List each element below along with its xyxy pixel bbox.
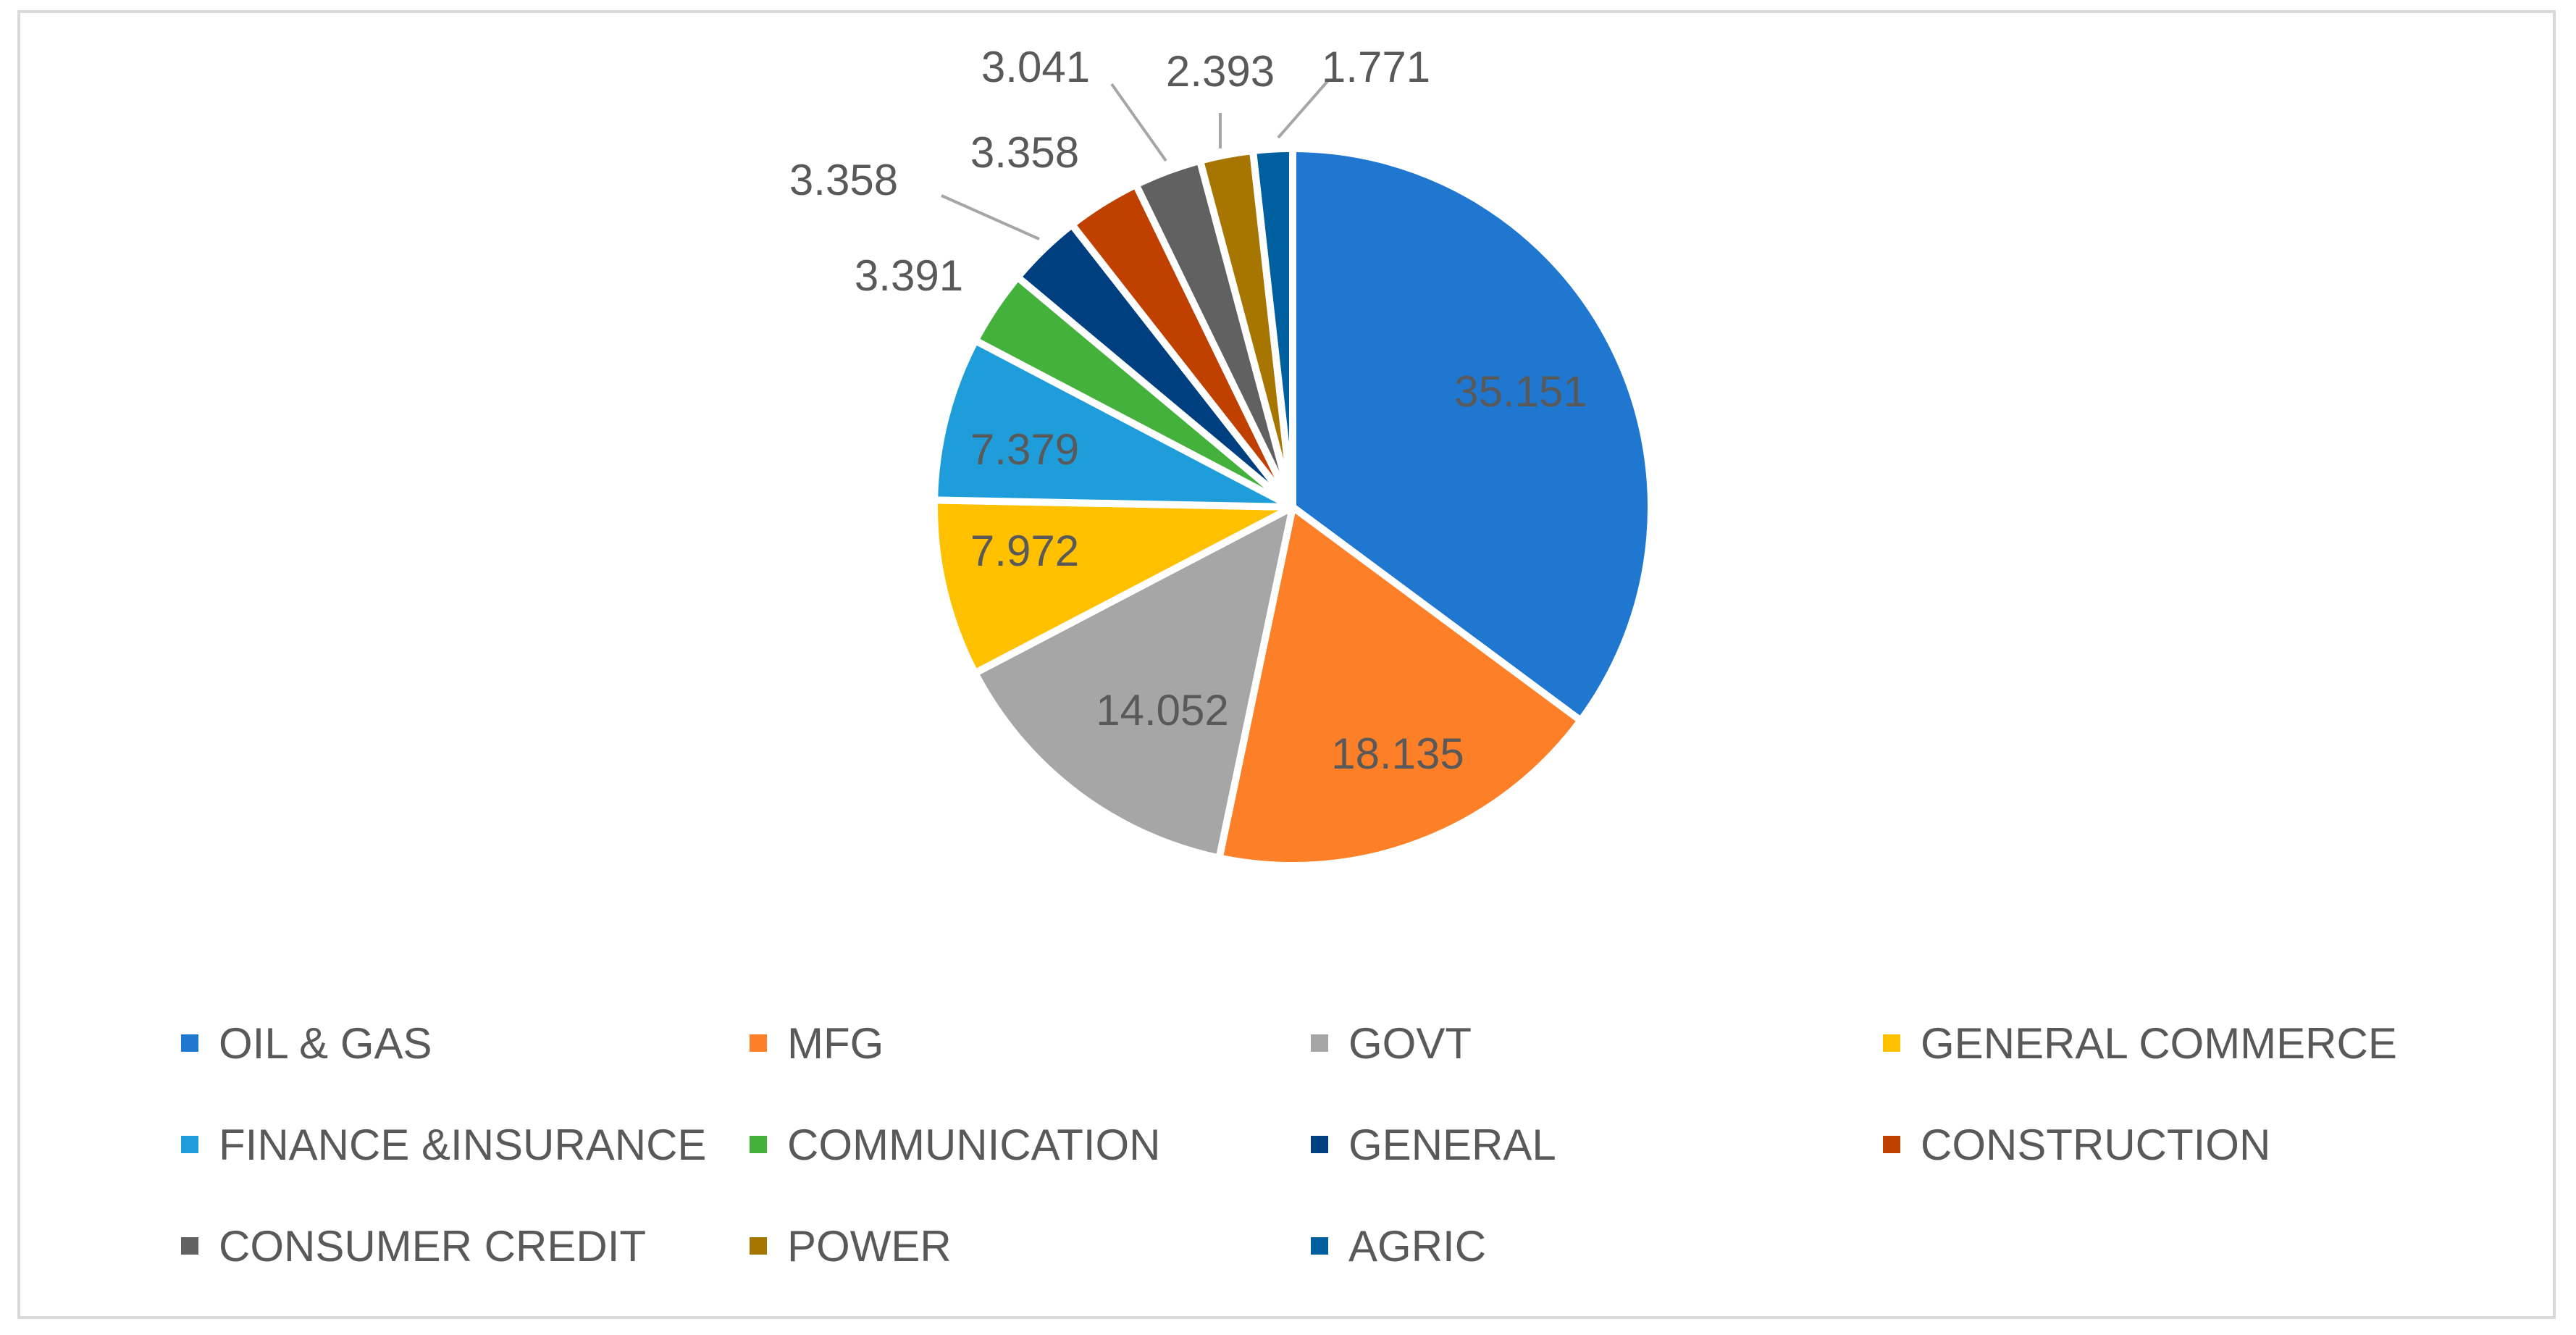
leader-line-consumer-credit <box>1110 83 1167 162</box>
pie-slice-finance-andinsurance <box>931 337 1296 511</box>
leader-lines <box>941 78 1330 240</box>
pie-slices <box>931 145 1655 869</box>
pie-slice-mfg <box>1215 503 1585 869</box>
data-label-general: 3.358 <box>789 156 898 204</box>
data-labels: 35.151 18.135 14.052 7.972 7.379 3.391 3.358 3.… <box>789 43 1587 778</box>
data-label-govt: 14.052 <box>1096 686 1229 735</box>
data-label-agric: 1.771 <box>1322 43 1430 91</box>
data-label-finance-andinsurance: 7.379 <box>970 425 1079 474</box>
data-label-construction: 3.358 <box>970 128 1079 177</box>
data-label-oil-and-gas: 35.151 <box>1454 367 1587 416</box>
data-label-power: 2.393 <box>1166 47 1275 96</box>
data-label-communication: 3.391 <box>855 251 963 300</box>
leader-line-agric <box>1277 78 1330 139</box>
pie-slice-govt <box>971 503 1296 862</box>
data-label-general-commerce: 7.972 <box>970 527 1079 575</box>
data-label-mfg: 18.135 <box>1331 729 1464 778</box>
leader-line-general <box>941 194 1040 240</box>
data-label-consumer-credit: 3.041 <box>981 43 1090 91</box>
pie-slice-oil-and-gas <box>1289 145 1655 724</box>
pie-slice-agric <box>1249 145 1296 511</box>
pie-slice-general-commerce <box>931 496 1296 677</box>
